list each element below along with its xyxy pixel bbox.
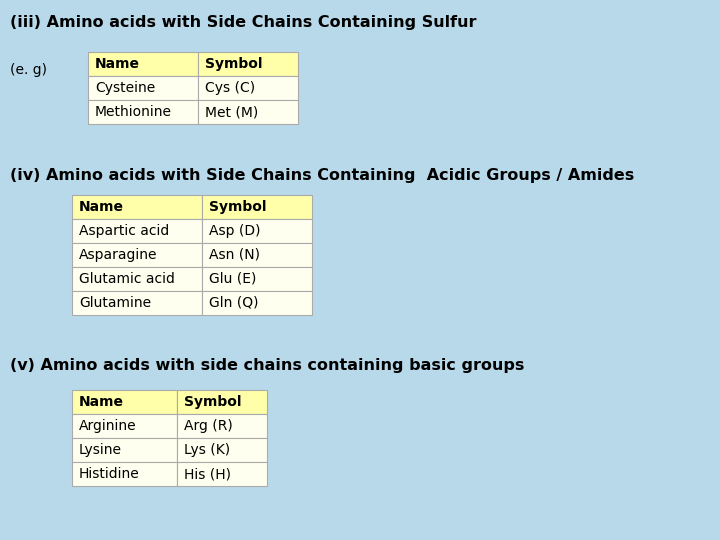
- Text: Cysteine: Cysteine: [95, 81, 156, 95]
- Text: Glu (E): Glu (E): [209, 272, 256, 286]
- Bar: [177, 414, 267, 438]
- Bar: [198, 76, 298, 100]
- Text: Lys (K): Lys (K): [184, 443, 230, 457]
- Bar: [198, 100, 298, 124]
- Text: Lysine: Lysine: [79, 443, 122, 457]
- Text: Arginine: Arginine: [79, 419, 137, 433]
- Text: Asparagine: Asparagine: [79, 248, 158, 262]
- Text: (iv) Amino acids with Side Chains Containing  Acidic Groups / Amides: (iv) Amino acids with Side Chains Contai…: [10, 168, 634, 183]
- Bar: [202, 195, 312, 219]
- Bar: [72, 462, 177, 486]
- Text: Arg (R): Arg (R): [184, 419, 233, 433]
- Bar: [202, 291, 312, 315]
- Bar: [72, 195, 202, 219]
- Text: Name: Name: [79, 200, 124, 214]
- Bar: [72, 291, 202, 315]
- Bar: [177, 390, 267, 414]
- Text: Aspartic acid: Aspartic acid: [79, 224, 169, 238]
- Bar: [72, 438, 177, 462]
- Text: (e. g): (e. g): [10, 63, 47, 77]
- Bar: [72, 219, 202, 243]
- Text: Symbol: Symbol: [205, 57, 263, 71]
- Bar: [177, 438, 267, 462]
- Text: His (H): His (H): [184, 467, 231, 481]
- Text: Asp (D): Asp (D): [209, 224, 261, 238]
- Text: Cys (C): Cys (C): [205, 81, 255, 95]
- Bar: [88, 100, 198, 124]
- Text: Gln (Q): Gln (Q): [209, 296, 258, 310]
- Text: Asn (N): Asn (N): [209, 248, 260, 262]
- Text: Symbol: Symbol: [184, 395, 241, 409]
- Bar: [88, 76, 198, 100]
- Text: (v) Amino acids with side chains containing basic groups: (v) Amino acids with side chains contain…: [10, 358, 524, 373]
- Text: Symbol: Symbol: [209, 200, 266, 214]
- Text: Glutamine: Glutamine: [79, 296, 151, 310]
- Bar: [202, 219, 312, 243]
- Text: Name: Name: [79, 395, 124, 409]
- Bar: [177, 462, 267, 486]
- Bar: [202, 243, 312, 267]
- Bar: [72, 243, 202, 267]
- Text: Glutamic acid: Glutamic acid: [79, 272, 175, 286]
- Bar: [202, 267, 312, 291]
- Text: Name: Name: [95, 57, 140, 71]
- Text: (iii) Amino acids with Side Chains Containing Sulfur: (iii) Amino acids with Side Chains Conta…: [10, 15, 477, 30]
- Text: Histidine: Histidine: [79, 467, 140, 481]
- Bar: [72, 390, 177, 414]
- Bar: [72, 267, 202, 291]
- Bar: [72, 414, 177, 438]
- Bar: [198, 52, 298, 76]
- Text: Methionine: Methionine: [95, 105, 172, 119]
- Bar: [88, 52, 198, 76]
- Text: Met (M): Met (M): [205, 105, 258, 119]
